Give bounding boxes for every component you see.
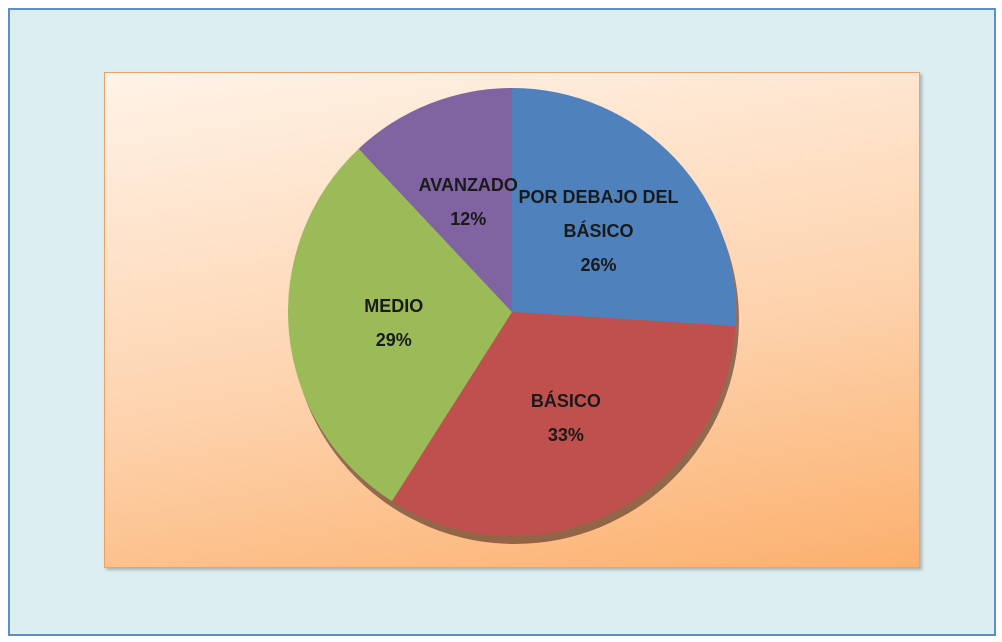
pie-slice bbox=[391, 312, 736, 536]
value-label: 29% bbox=[375, 330, 412, 351]
value-label: 33% bbox=[547, 424, 584, 445]
slice-label: MEDIO 29% bbox=[299, 289, 489, 357]
slice-label: BÁSICO 33% bbox=[471, 384, 661, 452]
category-label: POR DEBAJO DEL BÁSICO bbox=[518, 186, 679, 241]
pie-slice bbox=[358, 88, 512, 312]
pie-slice bbox=[512, 88, 737, 327]
value-label: 12% bbox=[450, 208, 487, 229]
category-label: BÁSICO bbox=[530, 390, 601, 411]
pie-slice bbox=[287, 148, 512, 502]
category-label: MEDIO bbox=[364, 296, 424, 317]
slice-label: POR DEBAJO DEL BÁSICO 26% bbox=[504, 180, 694, 282]
slice-label: AVANZADO 12% bbox=[373, 168, 563, 236]
value-label: 26% bbox=[580, 254, 617, 275]
category-label: AVANZADO bbox=[418, 174, 518, 195]
